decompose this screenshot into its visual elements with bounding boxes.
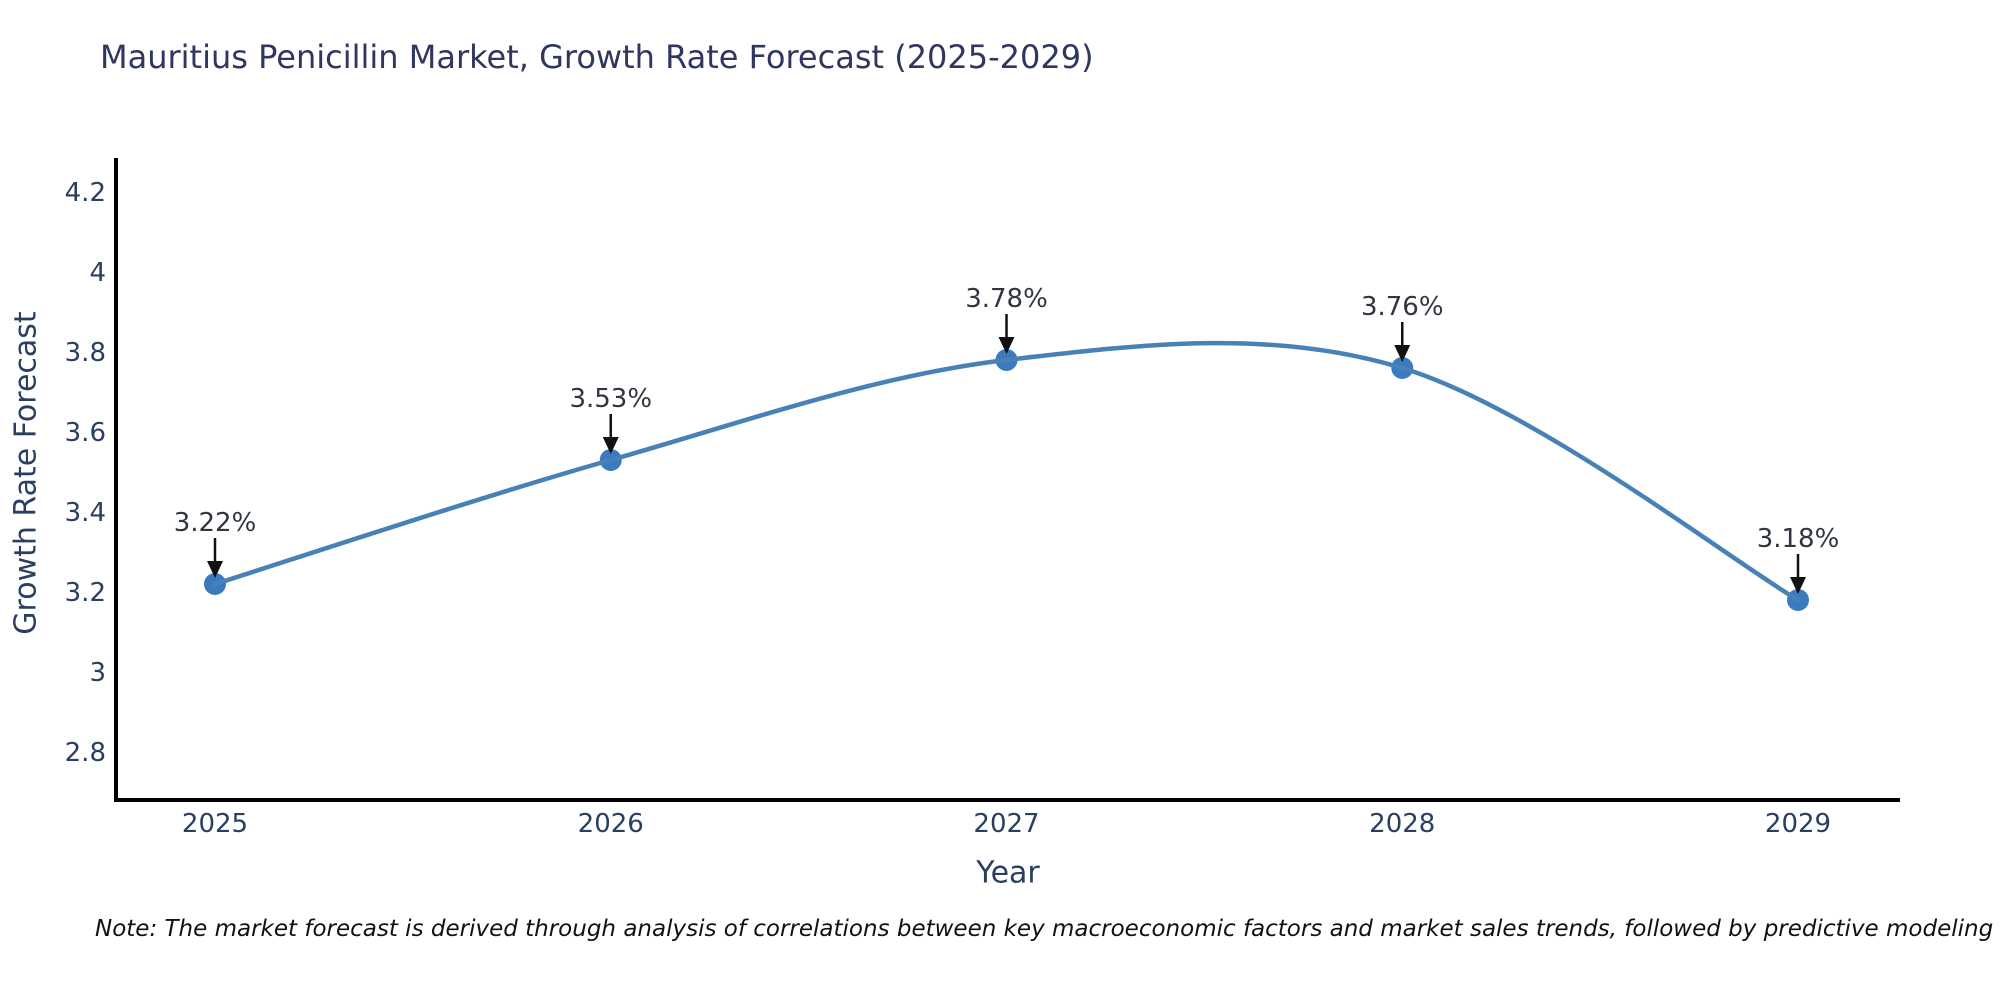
point-value-label: 3.18% [1757, 524, 1840, 554]
y-tick-label: 3.6 [65, 418, 106, 448]
annotation-arrowhead [998, 337, 1015, 354]
point-value-label: 3.53% [569, 384, 652, 414]
x-tick-label: 2025 [182, 809, 248, 839]
y-tick-label: 4 [89, 258, 106, 288]
y-tick-label: 2.8 [65, 738, 106, 768]
x-tick-label: 2027 [973, 809, 1039, 839]
series-line [212, 340, 1801, 603]
x-tick-label: 2028 [1369, 809, 1435, 839]
annotation-arrowhead [207, 561, 223, 578]
y-tick-label: 3.8 [65, 338, 106, 368]
x-tick-label: 2026 [578, 809, 644, 839]
y-tick-label: 4.2 [65, 178, 106, 208]
chart-footnote: Note: The market forecast is derived thr… [95, 916, 2000, 942]
annotation-arrowhead [1790, 577, 1806, 594]
y-tick-label: 3.2 [65, 578, 106, 608]
annotation-arrowhead [602, 437, 619, 454]
point-value-label: 3.78% [965, 284, 1048, 314]
x-tick-label: 2029 [1765, 809, 1831, 839]
chart-title: Mauritius Penicillin Market, Growth Rate… [100, 38, 1094, 76]
y-tick-label: 3.4 [65, 498, 106, 528]
point-value-label: 3.76% [1361, 292, 1444, 322]
annotation-arrowhead [1394, 345, 1411, 362]
point-value-label: 3.22% [174, 508, 257, 538]
x-axis-title: Year [976, 855, 1040, 891]
y-tick-label: 3 [89, 658, 106, 688]
